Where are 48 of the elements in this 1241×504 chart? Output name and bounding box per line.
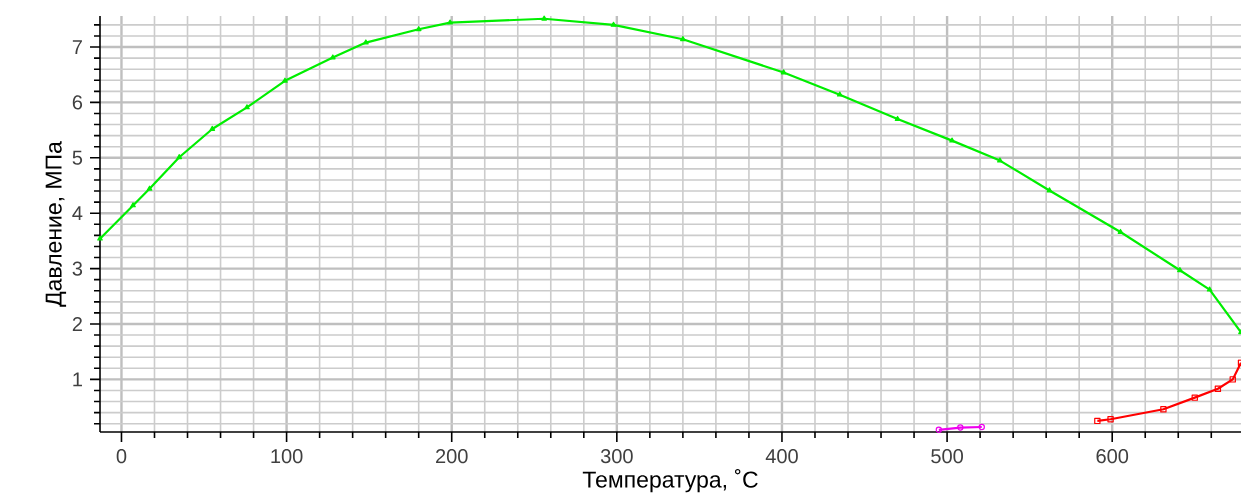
y-tick-label: 7 (72, 40, 82, 54)
point (1160, 406, 1167, 413)
x-tick-label: 100 (271, 449, 303, 464)
point (130, 202, 136, 208)
point (209, 125, 216, 131)
point (957, 424, 964, 431)
y-tick-label: 4 (72, 206, 83, 221)
point (1214, 385, 1222, 392)
point (415, 26, 422, 32)
point (1117, 228, 1124, 234)
y-tick-label: 1 (73, 372, 82, 387)
x-tick-label: 200 (436, 449, 468, 464)
point (610, 21, 617, 27)
x-axis-title: Температура, ˚C (582, 468, 758, 493)
point (363, 39, 369, 45)
point (680, 36, 686, 42)
point (1229, 376, 1236, 383)
y-tick-label: 6 (72, 95, 83, 110)
x-tick-label: 600 (1096, 449, 1129, 464)
y-tick-label: 2 (72, 317, 82, 331)
point (949, 137, 955, 143)
point (447, 19, 453, 25)
x-tick-label: 400 (765, 449, 798, 464)
x-tick-label: 500 (931, 449, 963, 464)
point (244, 104, 250, 110)
point (894, 115, 901, 121)
y-axis-title: Давление, МПа (45, 141, 67, 307)
point (541, 15, 548, 21)
point (997, 157, 1003, 163)
point (836, 91, 843, 97)
y-tick-label: 5 (72, 150, 83, 165)
point (282, 77, 288, 83)
point (1107, 416, 1114, 423)
point (1206, 286, 1213, 292)
x-tick-label: 300 (600, 449, 633, 464)
y-tick-label: 3 (72, 261, 83, 276)
point (935, 426, 943, 433)
point (176, 154, 183, 160)
point (1177, 267, 1183, 273)
point (146, 185, 153, 191)
point (1191, 394, 1198, 401)
point (780, 69, 787, 75)
point (97, 235, 103, 241)
x-tick-label: 0 (116, 449, 127, 464)
point (1046, 187, 1053, 193)
point (1094, 417, 1101, 425)
point (978, 423, 985, 431)
point (329, 54, 336, 60)
